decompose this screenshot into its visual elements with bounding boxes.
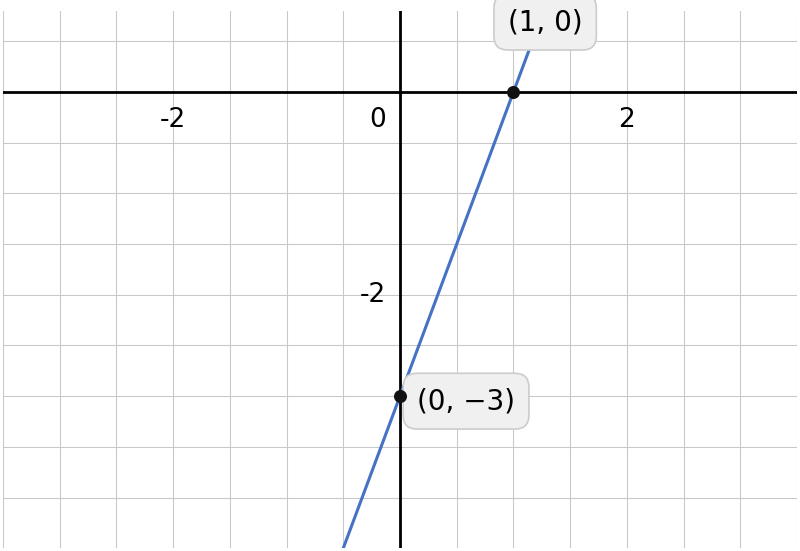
Text: (0, −3): (0, −3) [417,387,515,415]
Text: -2: -2 [360,282,386,307]
Text: 0: 0 [370,107,386,133]
Point [507,88,520,96]
Text: 2: 2 [618,107,635,133]
Text: (1, 0): (1, 0) [508,8,582,36]
Text: -2: -2 [160,107,186,133]
Point [394,392,406,401]
